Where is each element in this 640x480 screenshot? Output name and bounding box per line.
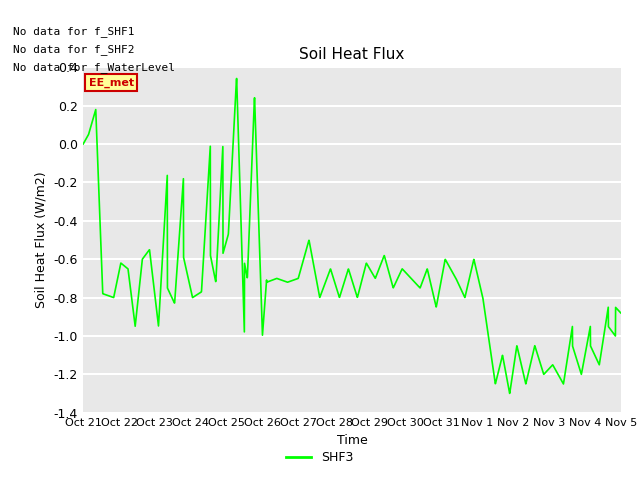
SHF3 xyxy=(506,391,513,396)
SHF3 xyxy=(79,141,87,147)
Text: No data for f_SHF1: No data for f_SHF1 xyxy=(13,25,134,36)
Y-axis label: Soil Heat Flux (W/m2): Soil Heat Flux (W/m2) xyxy=(35,172,47,308)
Title: Soil Heat Flux: Soil Heat Flux xyxy=(300,47,404,62)
SHF3 xyxy=(617,310,625,316)
SHF3 xyxy=(173,275,180,280)
SHF3 xyxy=(549,362,557,368)
SHF3 xyxy=(309,258,317,264)
X-axis label: Time: Time xyxy=(337,434,367,447)
Legend: SHF3: SHF3 xyxy=(282,446,358,469)
SHF3 xyxy=(141,253,148,259)
Text: No data for f_SHF2: No data for f_SHF2 xyxy=(13,44,134,55)
Text: No data for f_WaterLevel: No data for f_WaterLevel xyxy=(13,62,175,73)
Text: EE_met: EE_met xyxy=(88,78,134,88)
SHF3 xyxy=(607,326,614,332)
Line: SHF3: SHF3 xyxy=(83,79,621,394)
SHF3 xyxy=(285,278,293,284)
SHF3 xyxy=(233,76,241,82)
